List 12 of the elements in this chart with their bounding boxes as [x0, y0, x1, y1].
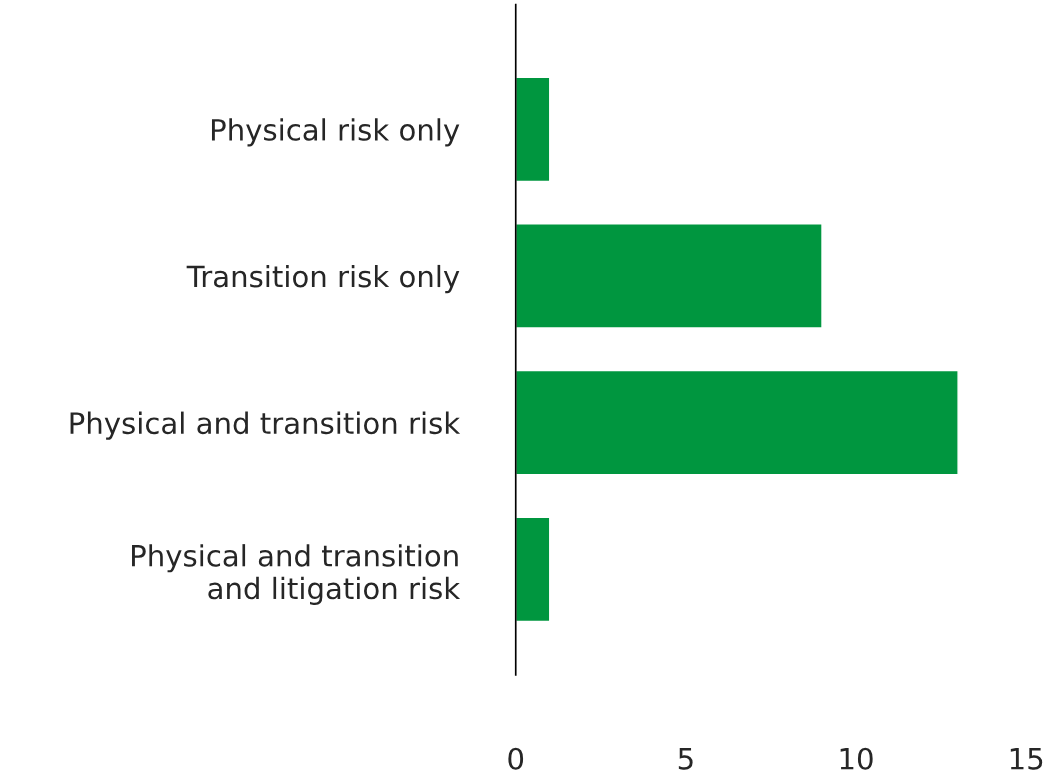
- y-tick-label: Physical risk only: [211, 118, 460, 147]
- bar: [515, 369, 959, 476]
- y-tick-label: Physical and transition risk: [70, 411, 461, 440]
- y-tick-label: Transition risk only: [186, 264, 460, 294]
- x-tick-label: 5: [678, 748, 693, 770]
- bar: [515, 223, 823, 329]
- x-tick-label: 0: [508, 747, 524, 770]
- y-tick-label: Physical and transition and litigation risk: [132, 544, 461, 606]
- x-tick-label: 15: [1010, 748, 1043, 770]
- bar: [515, 516, 551, 623]
- x-tick-label: 10: [840, 747, 873, 770]
- bar: [515, 76, 551, 183]
